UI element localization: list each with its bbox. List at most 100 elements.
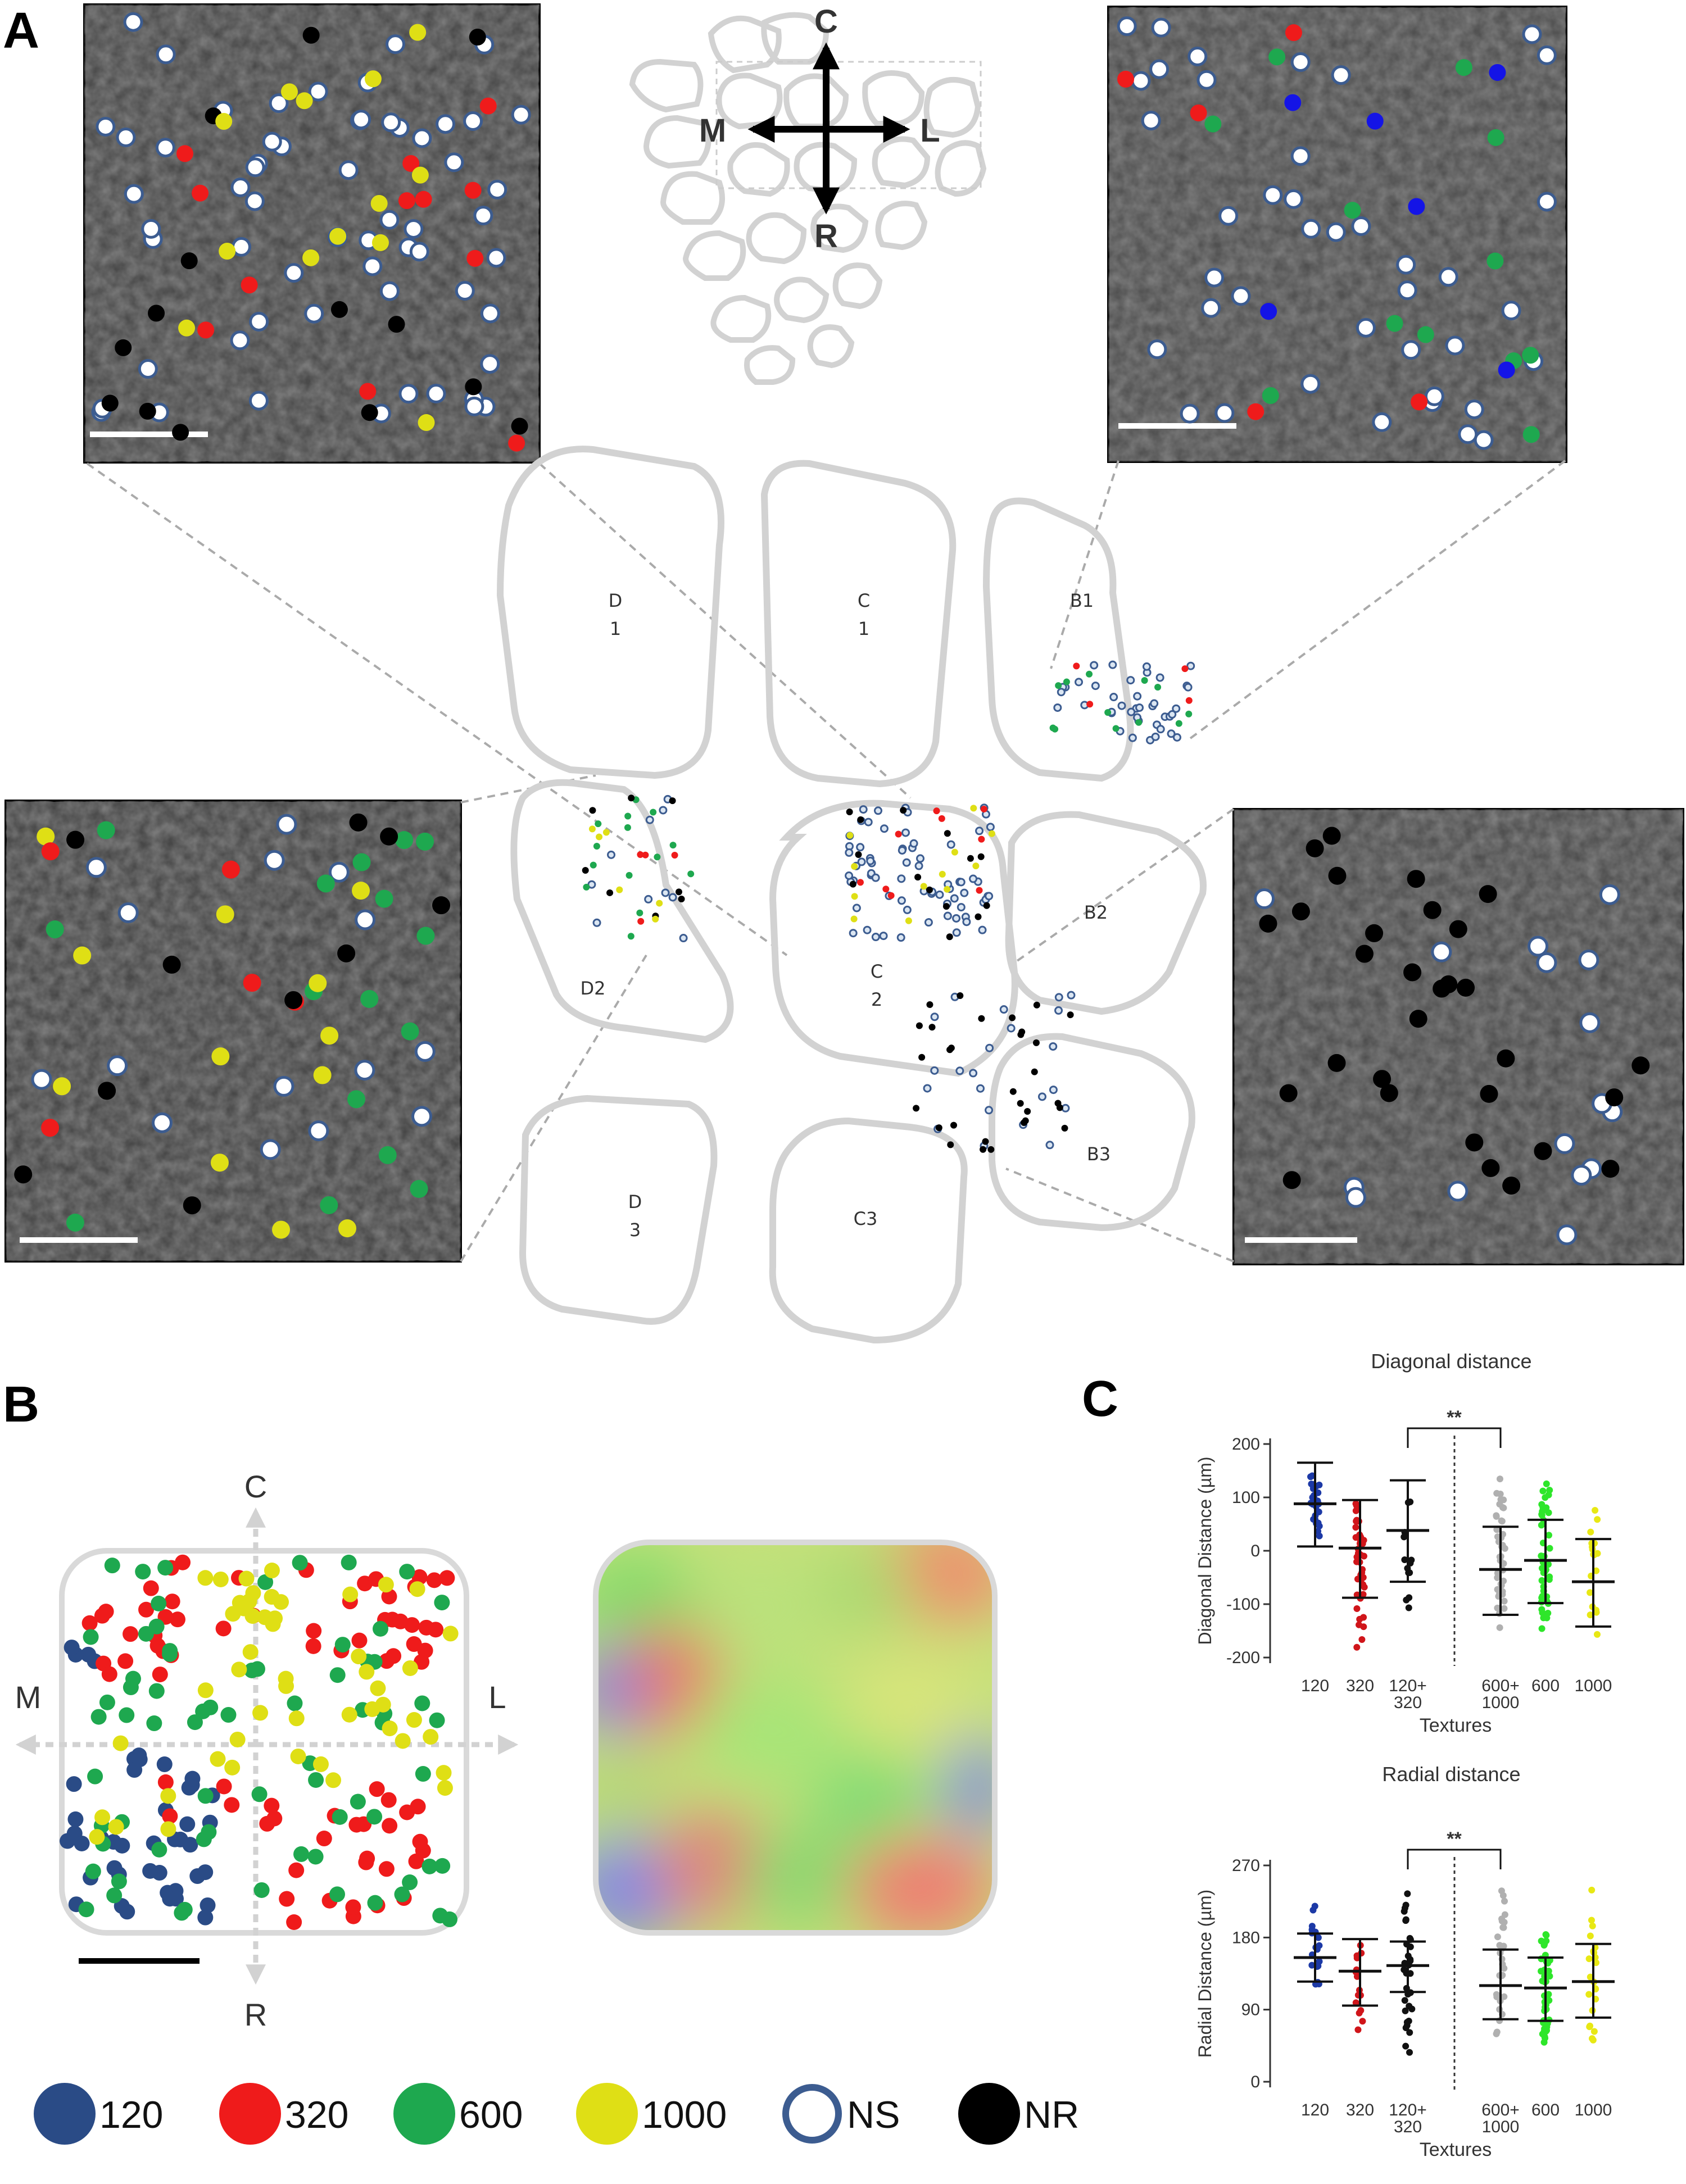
responsive-cell — [302, 249, 320, 266]
responsive-cell — [115, 339, 132, 356]
ns-cell — [1201, 298, 1221, 318]
responsive-cell — [1365, 924, 1384, 942]
responsive-cell — [1423, 901, 1442, 919]
map-cell-dot — [87, 1768, 103, 1785]
legend-swatch-nr — [958, 2083, 1020, 2145]
responsive-cell — [432, 896, 451, 915]
ns-cell — [1599, 884, 1620, 905]
ns-cell — [1464, 399, 1484, 420]
ns-dot — [969, 1069, 978, 1078]
map-cell-dot — [370, 1680, 386, 1696]
data-point — [1352, 1524, 1359, 1531]
map-cell-dot — [83, 1629, 99, 1645]
texture-heat-map — [596, 1542, 995, 1933]
cell-dot — [978, 836, 985, 843]
ns-cell — [1117, 16, 1137, 37]
ns-dot — [1057, 688, 1066, 697]
responsive-cell — [66, 1213, 84, 1232]
ns-dot — [946, 840, 955, 849]
data-point — [1545, 1509, 1552, 1516]
responsive-cell — [46, 920, 64, 939]
compass-l: L — [920, 112, 940, 149]
overview-inset-box — [715, 61, 982, 189]
map-cell-dot — [160, 1821, 176, 1837]
cell-dot — [687, 870, 695, 878]
ns-dot — [1049, 1042, 1058, 1051]
map-cell-dot — [264, 1563, 280, 1579]
ns-cell — [116, 127, 136, 147]
ns-dot — [1151, 732, 1160, 741]
cell-dot — [1135, 719, 1143, 726]
map-cell-dot — [184, 1770, 201, 1787]
ns-cell — [1401, 340, 1421, 360]
data-point — [1316, 1523, 1323, 1530]
map-cell-dot — [423, 1729, 439, 1745]
responsive-cell — [329, 228, 347, 245]
ns-dot — [1117, 701, 1126, 710]
responsive-cell — [469, 28, 486, 46]
barrel-d3-l2: 3 — [629, 1219, 641, 1241]
data-point — [1353, 1954, 1361, 1961]
significance-bracket — [1407, 1427, 1502, 1448]
y-tick-label: -200 — [1226, 1649, 1260, 1667]
cell-dot — [1055, 682, 1062, 689]
map-cell-dot — [382, 1818, 398, 1834]
responsive-cell — [320, 1027, 339, 1045]
ns-cell — [1331, 65, 1351, 85]
data-point — [1546, 1973, 1553, 1980]
map-cell-dot — [406, 1636, 422, 1652]
map-cell-dot — [94, 1809, 111, 1826]
ns-cell — [1284, 189, 1304, 209]
y-tick-label: 90 — [1241, 2001, 1260, 2019]
ns-dot — [592, 918, 601, 927]
map-cell-dot — [157, 1774, 174, 1790]
map-cell-dot — [229, 1731, 246, 1747]
data-point — [1406, 2049, 1413, 2056]
cell-dot — [887, 892, 895, 899]
ns-dot — [923, 1084, 932, 1093]
responsive-cell — [1465, 1133, 1484, 1152]
responsive-cell — [349, 813, 368, 832]
ns-dot — [880, 824, 889, 833]
responsive-cell — [1344, 202, 1361, 219]
data-point — [1501, 1911, 1508, 1918]
ns-dot — [1135, 703, 1144, 712]
responsive-cell — [37, 827, 55, 846]
ns-cell — [1554, 1133, 1575, 1154]
ns-cell — [1231, 286, 1251, 306]
cell-dot — [616, 886, 623, 893]
ns-dot — [1090, 661, 1099, 670]
map-cell-dot — [101, 1666, 117, 1682]
cell-dot — [918, 1054, 926, 1061]
responsive-cell — [1247, 403, 1265, 420]
cell-dot — [928, 1024, 936, 1031]
responsive-cell — [415, 190, 432, 208]
ns-cell — [480, 303, 500, 324]
data-point — [1587, 1589, 1594, 1596]
cell-dot — [602, 829, 610, 836]
data-point — [1353, 1502, 1360, 1509]
ns-dot — [1007, 1024, 1016, 1033]
ns-cell — [404, 219, 424, 239]
responsive-cell — [316, 874, 335, 893]
map-cell-dot — [197, 1570, 214, 1586]
data-point — [1401, 1533, 1408, 1541]
responsive-cell — [197, 321, 215, 339]
legend-swatch-120 — [34, 2083, 96, 2145]
map-cell-dot — [162, 1808, 178, 1824]
cell-dot — [975, 913, 982, 920]
map-cell-dot — [164, 1593, 180, 1610]
data-point — [1493, 1490, 1501, 1497]
ns-dot — [1109, 693, 1118, 702]
cell-dot — [914, 874, 922, 881]
cell-dot — [1031, 1068, 1038, 1075]
ns-dot — [1054, 1006, 1063, 1015]
data-point — [1353, 1643, 1361, 1651]
x-tick-label: 320 — [1346, 2101, 1374, 2119]
barrel-c2-l1: C — [871, 961, 883, 982]
ns-cell — [249, 311, 269, 332]
ns-dot — [901, 828, 910, 837]
responsive-cell — [411, 166, 429, 184]
responsive-cell — [1373, 1070, 1392, 1088]
barrel-labels: D 1 C 1 B1 D2 C 2 B2 D 3 C3 B3 — [581, 590, 1111, 1241]
